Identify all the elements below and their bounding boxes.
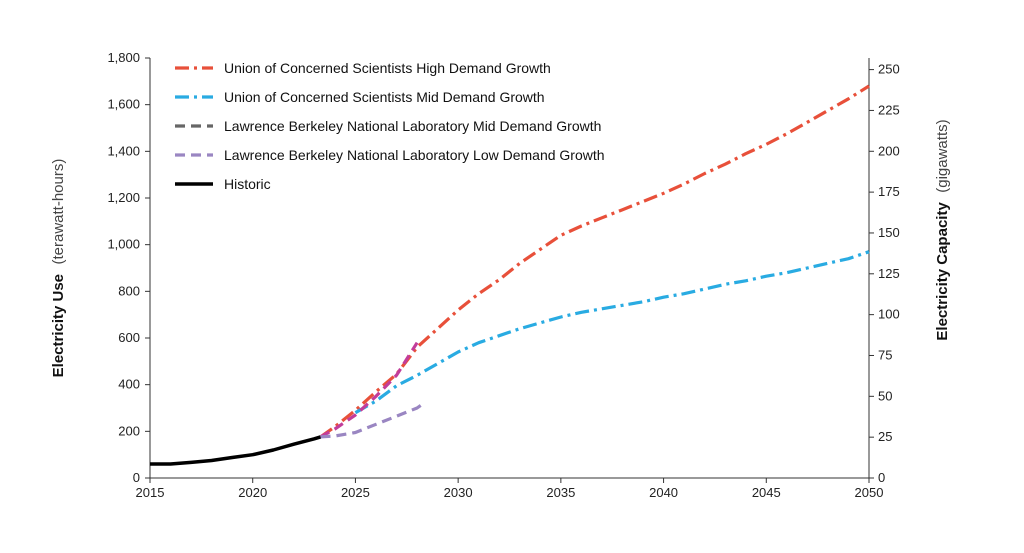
left-tick-label: 1,600 [107,97,140,112]
legend-label: Lawrence Berkeley National Laboratory Mi… [224,118,601,134]
right-axis-title: Electricity Capacity (gigawatts) [934,119,951,340]
left-tick-label: 400 [118,377,140,392]
left-tick-label: 800 [118,283,140,298]
x-tick-label: 2015 [136,485,165,500]
left-tick-label: 1,000 [107,237,140,252]
legend-label: Lawrence Berkeley National Laboratory Lo… [224,147,605,163]
x-tick-label: 2025 [341,485,370,500]
left-y-ticks: 0 200 400 600 800 1,000 1,200 1,400 1,600 1,800 [107,50,150,485]
left-tick-label: 200 [118,423,140,438]
x-tick-label: 2030 [444,485,473,500]
right-tick-label: 50 [878,388,892,403]
x-tick-label: 2040 [649,485,678,500]
legend-label: Union of Concerned Scientists Mid Demand… [224,89,545,105]
series-line-2 [354,250,870,415]
left-tick-label: 1,200 [107,190,140,205]
series-line-4 [320,400,427,439]
right-tick-label: 25 [878,429,892,444]
x-ticks: 2015 2020 2025 2030 2035 2040 2045 2050 [136,478,884,500]
right-tick-label: 175 [878,184,900,199]
right-y-ticks: 0 25 50 75 100 125 150 175 200 225 250 [869,62,900,485]
x-tick-label: 2020 [238,485,267,500]
left-tick-label: 0 [133,470,140,485]
left-axis-title: Electricity Use (terawatt-hours) [50,159,67,378]
x-tick-label: 2050 [855,485,884,500]
right-tick-label: 75 [878,347,892,362]
x-tick-label: 2035 [546,485,575,500]
right-tick-label: 250 [878,62,900,77]
right-axis-title-unit: (gigawatts) [934,119,951,192]
right-tick-label: 100 [878,307,900,322]
right-tick-label: 200 [878,143,900,158]
right-tick-label: 125 [878,266,900,281]
right-tick-label: 225 [878,102,900,117]
right-tick-label: 0 [878,470,885,485]
series-line-5 [150,435,322,466]
series-line-3 [319,341,419,439]
left-axis-title-unit: (terawatt-hours) [50,159,67,265]
legend-label: Union of Concerned Scientists High Deman… [224,60,551,76]
series-layer [150,84,870,466]
left-axis-title-bold: Electricity Use [50,274,67,377]
legend: Union of Concerned Scientists High Deman… [175,60,605,192]
right-axis-title-bold: Electricity Capacity [934,202,951,341]
right-tick-label: 150 [878,225,900,240]
left-tick-label: 1,400 [107,143,140,158]
legend-label: Historic [224,176,271,192]
left-tick-label: 600 [118,330,140,345]
x-tick-label: 2045 [752,485,781,500]
left-tick-label: 1,800 [107,50,140,65]
